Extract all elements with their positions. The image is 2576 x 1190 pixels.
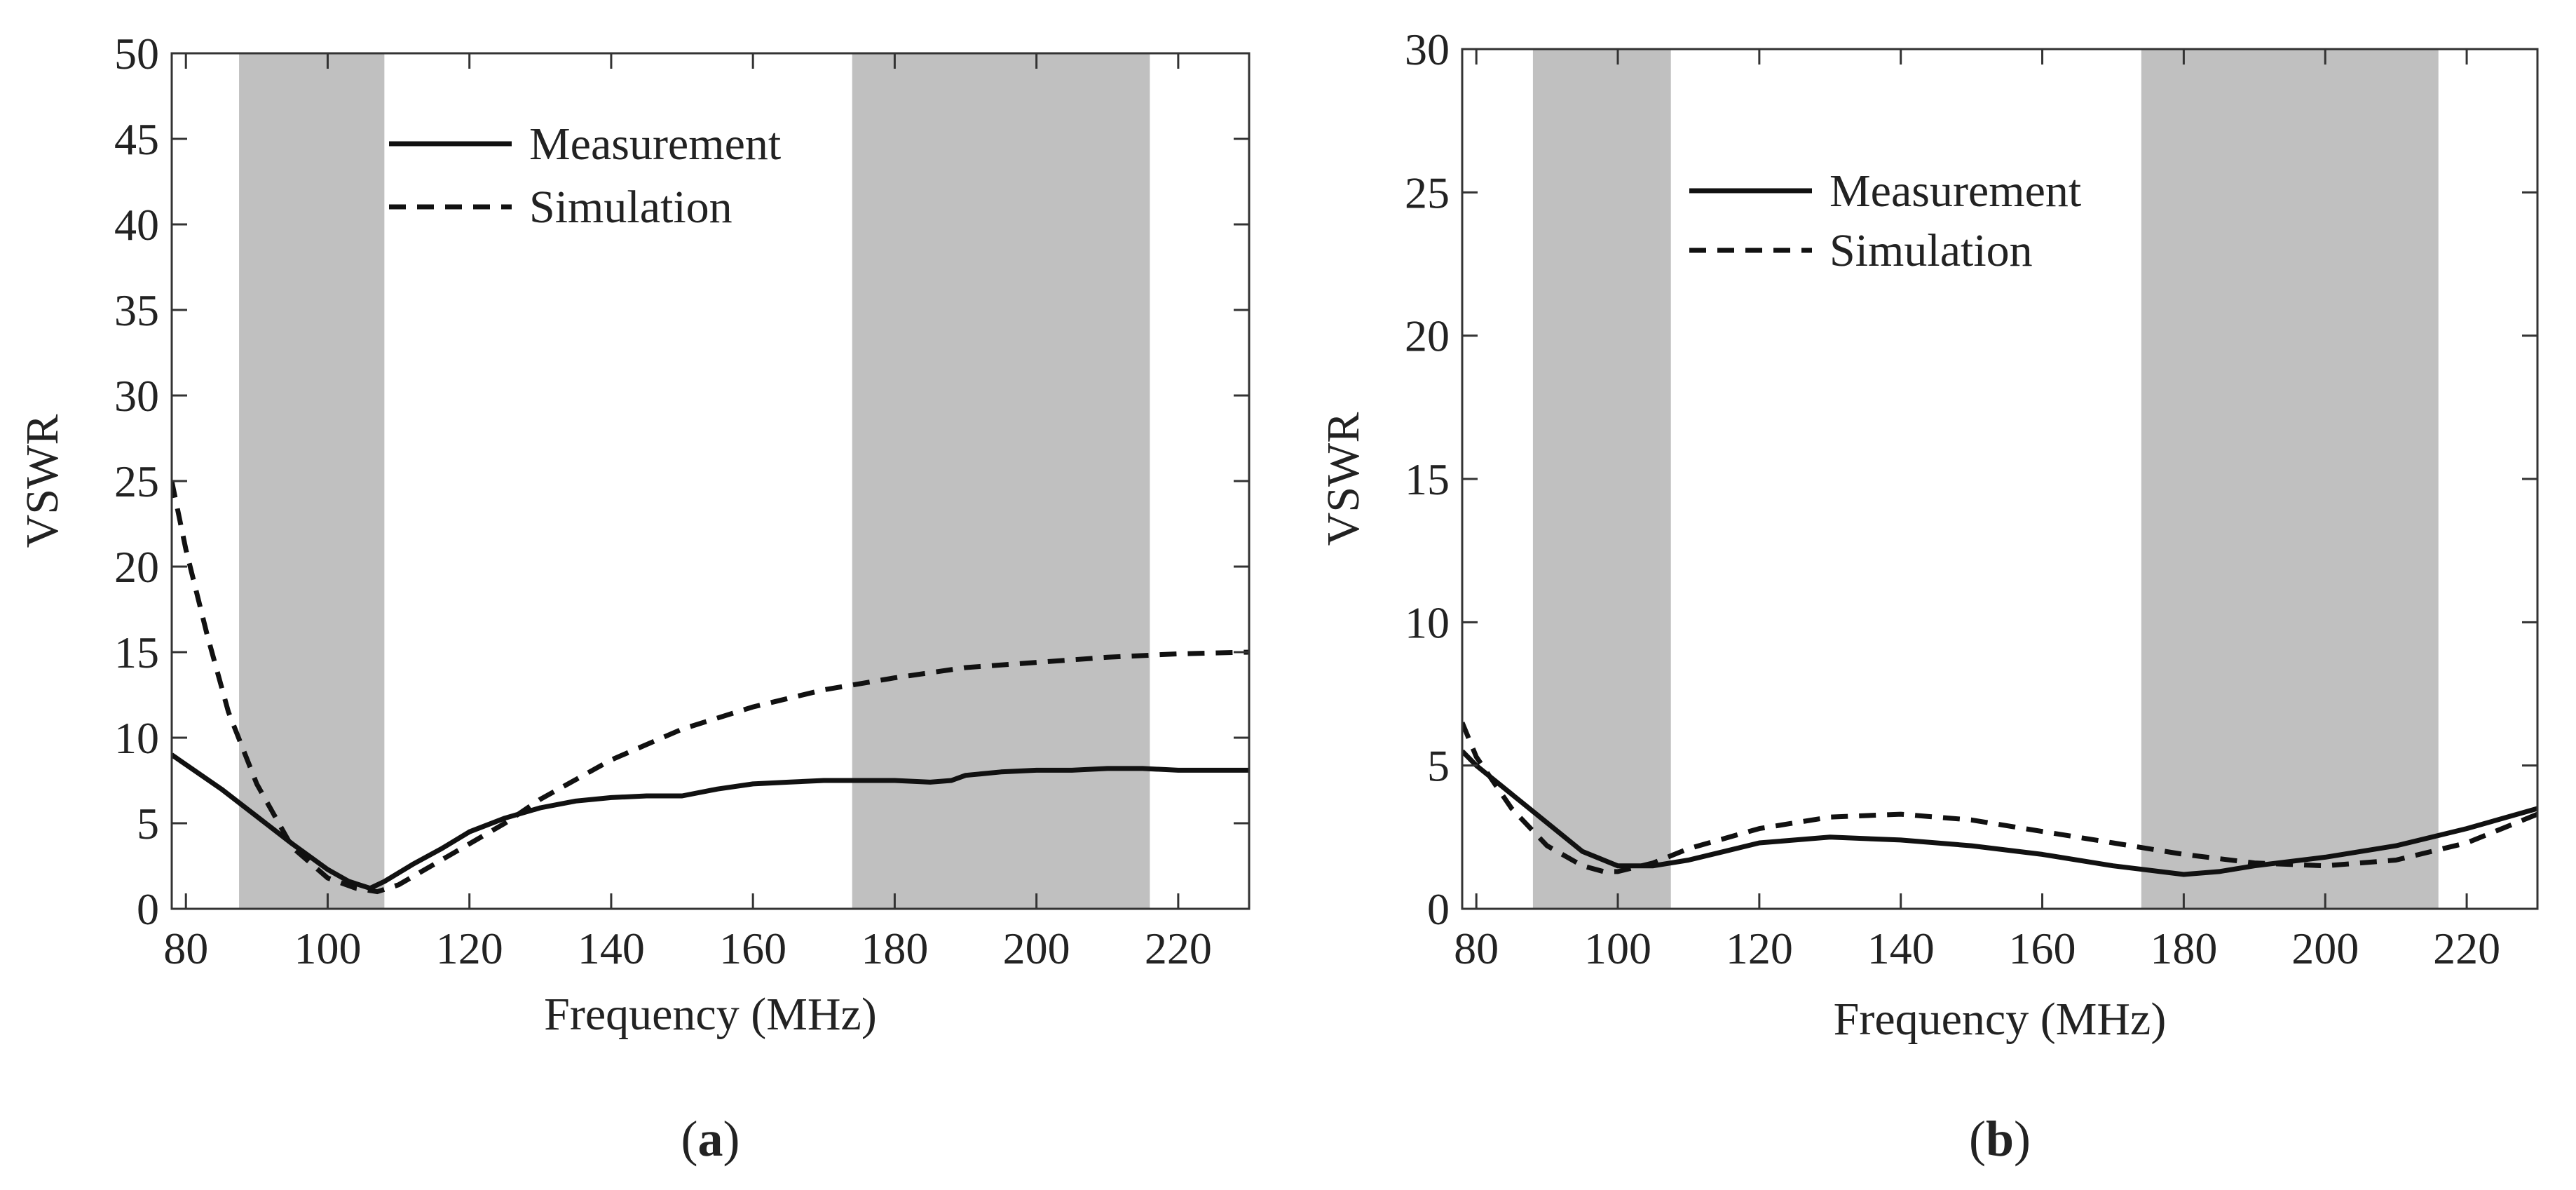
series-line-measurement <box>172 752 1249 891</box>
x-tick-label: 140 <box>1867 924 1935 973</box>
y-tick-label: 35 <box>114 285 159 335</box>
x-tick-label: 80 <box>163 924 208 973</box>
y-tick-label: 30 <box>114 371 159 421</box>
series-line-simulation <box>172 480 1249 895</box>
y-tick-label: 20 <box>114 542 159 592</box>
legend-label-simulation: Simulation <box>529 182 732 233</box>
panel-label: (b) <box>1969 1111 2031 1167</box>
legend: Measurement Simulation <box>389 119 781 233</box>
y-tick-label: 40 <box>114 200 159 250</box>
x-tick-label: 140 <box>578 924 645 973</box>
x-tick-label: 160 <box>719 924 786 973</box>
y-axis-label: VSWR <box>1318 412 1369 546</box>
y-tick-label: 5 <box>1427 741 1450 791</box>
y-tick-label: 5 <box>137 799 159 848</box>
panel-a: 80 100 120 140 160 180 200 220 0 5 10 15 20 25 30 35 40 4… <box>17 29 1250 1167</box>
legend-label-measurement: Measurement <box>1829 165 2081 217</box>
y-tick-label: 50 <box>114 29 159 79</box>
y-tick-label: 0 <box>137 884 159 934</box>
x-tick-label: 120 <box>1726 924 1793 973</box>
legend-label-simulation: Simulation <box>1829 225 2033 276</box>
y-tick-label: 0 <box>1427 884 1450 934</box>
x-tick-label: 100 <box>294 924 361 973</box>
x-tick-label: 200 <box>1003 924 1070 973</box>
y-tick-label: 10 <box>1405 597 1450 647</box>
x-axis-label: Frequency (MHz) <box>1834 994 2167 1045</box>
panel-label-paren: ) <box>2014 1111 2031 1167</box>
x-tick-label: 220 <box>2433 924 2500 973</box>
shaded-band-1 <box>239 53 385 909</box>
legend-label-measurement: Measurement <box>529 119 781 170</box>
legend: Measurement Simulation <box>1689 165 2081 276</box>
y-tick-label: 30 <box>1405 25 1450 74</box>
panel-label-paren: ) <box>723 1111 740 1167</box>
x-tick-label: 160 <box>2009 924 2076 973</box>
y-tick-label: 15 <box>1405 454 1450 504</box>
y-axis-label: VSWR <box>17 414 68 548</box>
chart-panels: 80 100 120 140 160 180 200 22005101520253035404… <box>17 25 2539 1167</box>
x-tick-label: 180 <box>2150 924 2217 973</box>
panel-label-letter: a <box>698 1111 723 1167</box>
x-axis-label: Frequency (MHz) <box>544 989 877 1040</box>
panel-label-paren: ( <box>681 1111 698 1167</box>
x-tick-label: 200 <box>2291 924 2359 973</box>
shaded-band-2 <box>852 53 1150 909</box>
x-tick-label: 180 <box>861 924 928 973</box>
y-tick-label: 15 <box>114 628 159 677</box>
shaded-band-1 <box>1532 49 1671 909</box>
y-tick-label: 20 <box>1405 311 1450 361</box>
x-tick-label: 220 <box>1145 924 1212 973</box>
x-tick-label: 80 <box>1454 924 1499 973</box>
x-tick-label: 100 <box>1584 924 1651 973</box>
panel-b: 80 100 120 140 160 180 200 220 0 5 10 15 20 25 30 Frequ… <box>1318 25 2539 1167</box>
shaded-band-2 <box>2141 49 2439 909</box>
y-tick-label: 10 <box>114 713 159 763</box>
panel-label: (a) <box>681 1111 740 1167</box>
x-tick-label: 120 <box>436 924 503 973</box>
panel-label-letter: b <box>1986 1111 2014 1167</box>
y-tick-label: 45 <box>114 114 159 164</box>
y-tick-label: 25 <box>1405 168 1450 217</box>
y-tick-label: 25 <box>114 457 159 506</box>
panel-label-paren: ( <box>1969 1111 1986 1167</box>
